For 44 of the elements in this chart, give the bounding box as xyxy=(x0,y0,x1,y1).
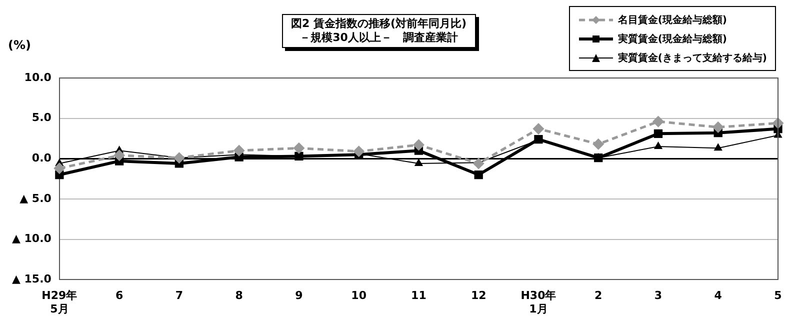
point xyxy=(533,124,544,134)
point xyxy=(234,145,244,156)
point xyxy=(114,150,125,161)
x-tick-label: 4 xyxy=(714,289,722,302)
y-tick-label: ▲ 15.0 xyxy=(12,272,52,286)
point xyxy=(772,118,784,128)
chart-title: 図2 賃金指数の推移(対前年同月比) －規模30人以上－ 調査産業計 xyxy=(282,14,476,48)
x-tick-label: 9 xyxy=(295,289,303,302)
legend-label: 名目賃金(現金給与総額) xyxy=(618,14,727,26)
y-tick-label: ▲ 10.0 xyxy=(12,232,52,246)
x-tick-label: 2 xyxy=(594,289,602,302)
y-axis-title: (%) xyxy=(8,38,31,52)
point xyxy=(654,129,663,138)
y-tick-label: 10.0 xyxy=(24,70,52,84)
point xyxy=(234,152,244,162)
x-tick-label: 3 xyxy=(654,289,662,302)
x-tick-label: 8 xyxy=(235,289,243,302)
point xyxy=(413,140,424,150)
x-tick-label: 12 xyxy=(470,289,486,302)
point xyxy=(652,116,664,127)
x-tick-label: 7 xyxy=(175,289,184,302)
x-tick-label: 10 xyxy=(351,289,367,302)
point xyxy=(54,163,65,174)
legend-label: 実質賃金(現金給与総額) xyxy=(618,32,727,46)
x-tick-label: H29年 5月 xyxy=(42,289,78,316)
point xyxy=(473,158,484,169)
legend-label: 実質賃金(きまって支給する給与) xyxy=(618,51,767,64)
y-tick-label: 5.0 xyxy=(32,111,52,124)
y-tick-label: 0.0 xyxy=(32,152,52,164)
point xyxy=(712,122,724,132)
point xyxy=(414,158,423,166)
point xyxy=(714,144,722,151)
point xyxy=(55,170,64,180)
x-tick-label: 6 xyxy=(115,289,124,302)
point xyxy=(294,142,304,154)
x-tick-label: H30年 1月 xyxy=(520,289,556,316)
point xyxy=(354,146,364,157)
point xyxy=(474,170,483,180)
point xyxy=(654,142,662,150)
x-tick-label: 5 xyxy=(774,289,782,302)
y-tick-label: ▲ 5.0 xyxy=(20,192,52,205)
point xyxy=(593,138,604,150)
x-tick-label: 11 xyxy=(411,289,426,302)
point xyxy=(174,152,184,164)
